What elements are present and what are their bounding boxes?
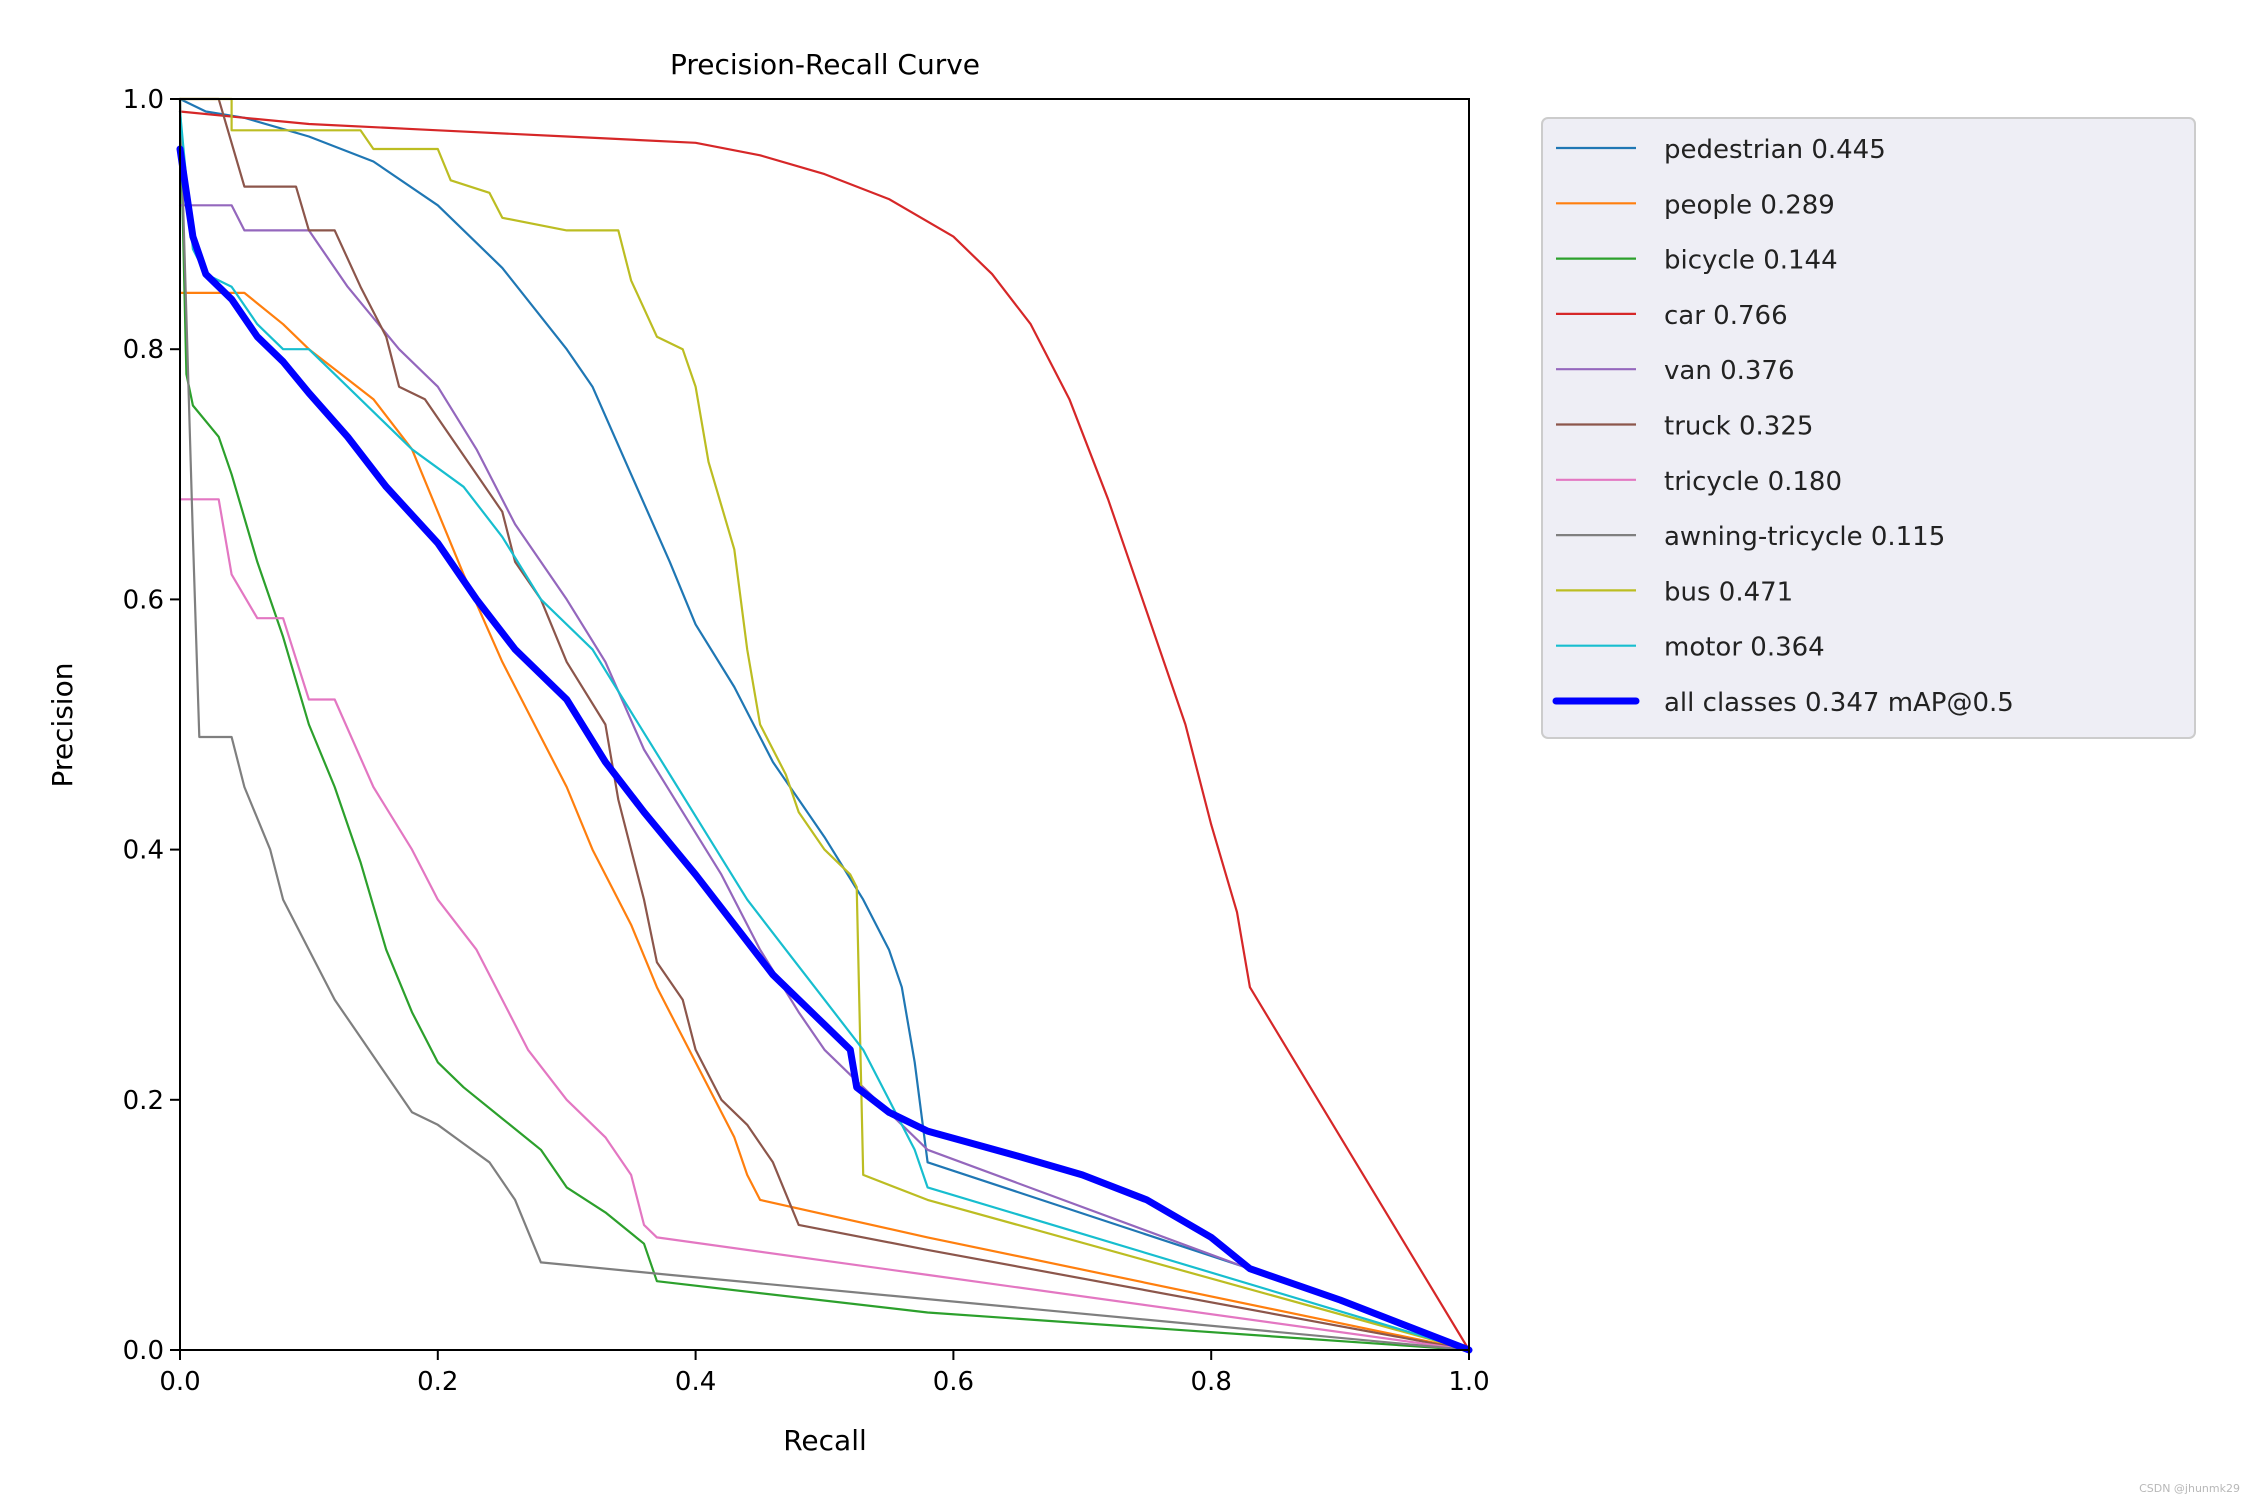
legend-label-awning-tricycle: awning-tricycle 0.115 [1664, 522, 1945, 552]
series-line-awning-tricycle [178, 97, 1471, 1352]
series-line-pedestrian [178, 97, 1471, 1352]
x-tick-label: 0.4 [675, 1367, 716, 1397]
legend-label-van: van 0.376 [1664, 356, 1795, 386]
x-tick-label: 0.8 [1191, 1367, 1232, 1397]
series-line-car [178, 110, 1471, 1352]
y-tick-label: 0.2 [123, 1086, 164, 1116]
series-line-bus [178, 97, 1471, 1352]
legend-frame [1541, 117, 2196, 739]
legend-label-bicycle: bicycle 0.144 [1664, 246, 1838, 276]
x-tick-label: 0.2 [417, 1367, 458, 1397]
series-line-people [178, 291, 1471, 1352]
plot-area [176, 97, 1473, 1354]
x-tick-label: 0.6 [933, 1367, 974, 1397]
legend-label-car: car 0.766 [1664, 301, 1788, 331]
series-layer [176, 97, 1473, 1354]
legend: pedestrian 0.445 people 0.289 bicycle 0.14… [1541, 117, 2196, 739]
legend-label-bus: bus 0.471 [1664, 577, 1793, 607]
legend-items: pedestrian 0.445 people 0.289 bicycle 0.14… [1552, 135, 2014, 718]
y-tick-label: 0.8 [123, 335, 164, 365]
y-axis: 0.0 0.2 0.4 0.6 0.8 1.0 [123, 85, 180, 1366]
legend-label-pedestrian: pedestrian 0.445 [1664, 135, 1886, 165]
plot-background [180, 99, 1469, 1350]
series-line-all-classes [176, 145, 1473, 1354]
legend-label-tricycle: tricycle 0.180 [1664, 467, 1842, 497]
y-tick-label: 0.4 [123, 836, 164, 866]
legend-label-people: people 0.289 [1664, 190, 1835, 220]
watermark-text: CSDN @jhunmk29 [2139, 1482, 2240, 1495]
x-axis-label: Recall [783, 1424, 867, 1457]
series-line-tricycle [178, 498, 1471, 1352]
series-line-van [178, 204, 1471, 1352]
y-tick-label: 1.0 [123, 85, 164, 115]
y-tick-label: 0.0 [123, 1336, 164, 1366]
legend-label-motor: motor 0.364 [1664, 633, 1825, 663]
chart-title: Precision-Recall Curve [670, 48, 980, 81]
legend-label-all-classes: all classes 0.347 mAP@0.5 [1664, 688, 2014, 718]
x-tick-label: 0.0 [159, 1367, 200, 1397]
series-line-bicycle [178, 97, 1471, 1352]
x-tick-label: 1.0 [1448, 1367, 1489, 1397]
y-axis-label: Precision [46, 663, 79, 788]
plot-frame [179, 98, 1470, 1351]
series-line-motor [178, 110, 1471, 1352]
x-axis: 0.0 0.2 0.4 0.6 0.8 1.0 [159, 1350, 1490, 1397]
y-tick-label: 0.6 [123, 585, 164, 615]
legend-label-truck: truck 0.325 [1664, 412, 1813, 442]
